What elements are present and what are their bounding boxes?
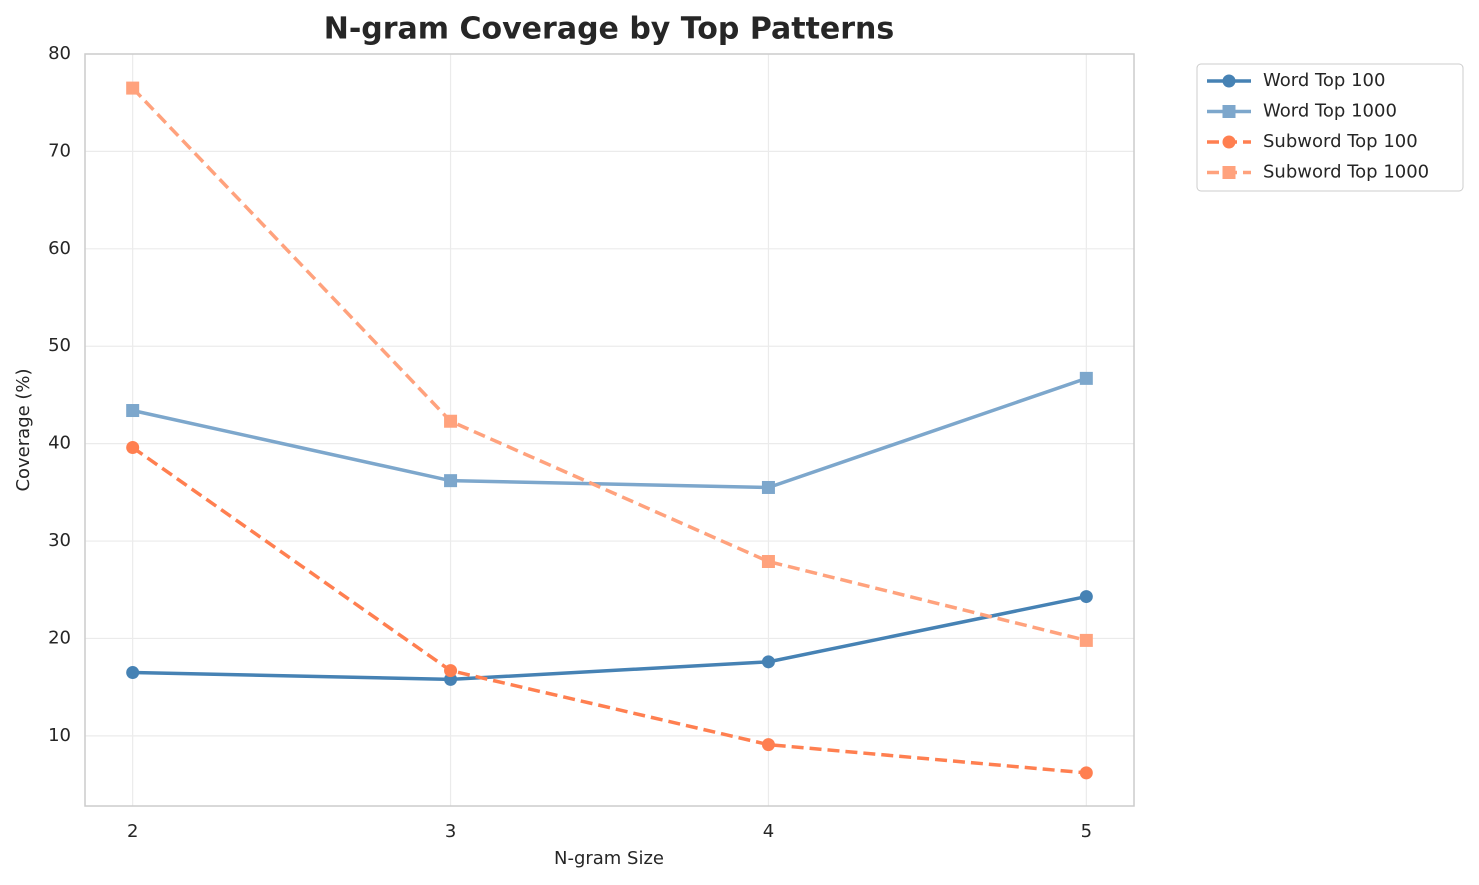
marker	[126, 404, 140, 418]
legend-label: Subword Top 100	[1263, 131, 1418, 152]
marker	[126, 666, 140, 680]
series-line	[131, 86, 1087, 643]
marker	[444, 414, 458, 428]
x-axis-label: N-gram Size	[554, 848, 664, 869]
marker	[444, 474, 458, 488]
legend-label: Word Top 1000	[1263, 101, 1397, 122]
legend-label: Subword Top 1000	[1263, 162, 1429, 183]
y-tick-label: 70	[48, 140, 71, 161]
marker	[126, 81, 140, 95]
marker	[126, 441, 140, 455]
legend-marker	[1222, 74, 1236, 88]
plot-frame	[84, 53, 1135, 807]
marker	[761, 655, 775, 669]
marker	[761, 555, 775, 569]
marker	[1079, 633, 1093, 647]
legend-box	[1196, 63, 1464, 192]
y-tick-label: 20	[48, 627, 71, 648]
marker	[1079, 766, 1093, 780]
marker	[1079, 590, 1093, 604]
series-line	[132, 376, 1087, 490]
y-tick-label: 30	[48, 530, 71, 551]
series-line	[132, 594, 1087, 682]
chart-title: N-gram Coverage by Top Patterns	[324, 12, 895, 47]
marker	[761, 480, 775, 494]
x-tick-label: 4	[763, 821, 774, 842]
y-tick-label: 80	[48, 43, 71, 64]
x-tick-label: 3	[445, 821, 456, 842]
y-axis-label: Coverage (%)	[13, 368, 34, 491]
legend-marker	[1222, 166, 1236, 179]
legend-marker	[1222, 105, 1236, 118]
x-tick-label: 5	[1081, 821, 1092, 842]
marker	[444, 664, 458, 678]
y-tick-label: 60	[48, 238, 71, 259]
legend-label: Word Top 100	[1263, 70, 1385, 91]
y-tick-label: 40	[48, 433, 71, 454]
marker	[761, 738, 775, 752]
legend-marker	[1222, 135, 1236, 149]
marker	[1079, 371, 1093, 385]
y-tick-label: 10	[48, 725, 71, 746]
y-tick-label: 50	[48, 335, 71, 356]
x-tick-label: 2	[127, 821, 138, 842]
series-line	[131, 446, 1087, 775]
